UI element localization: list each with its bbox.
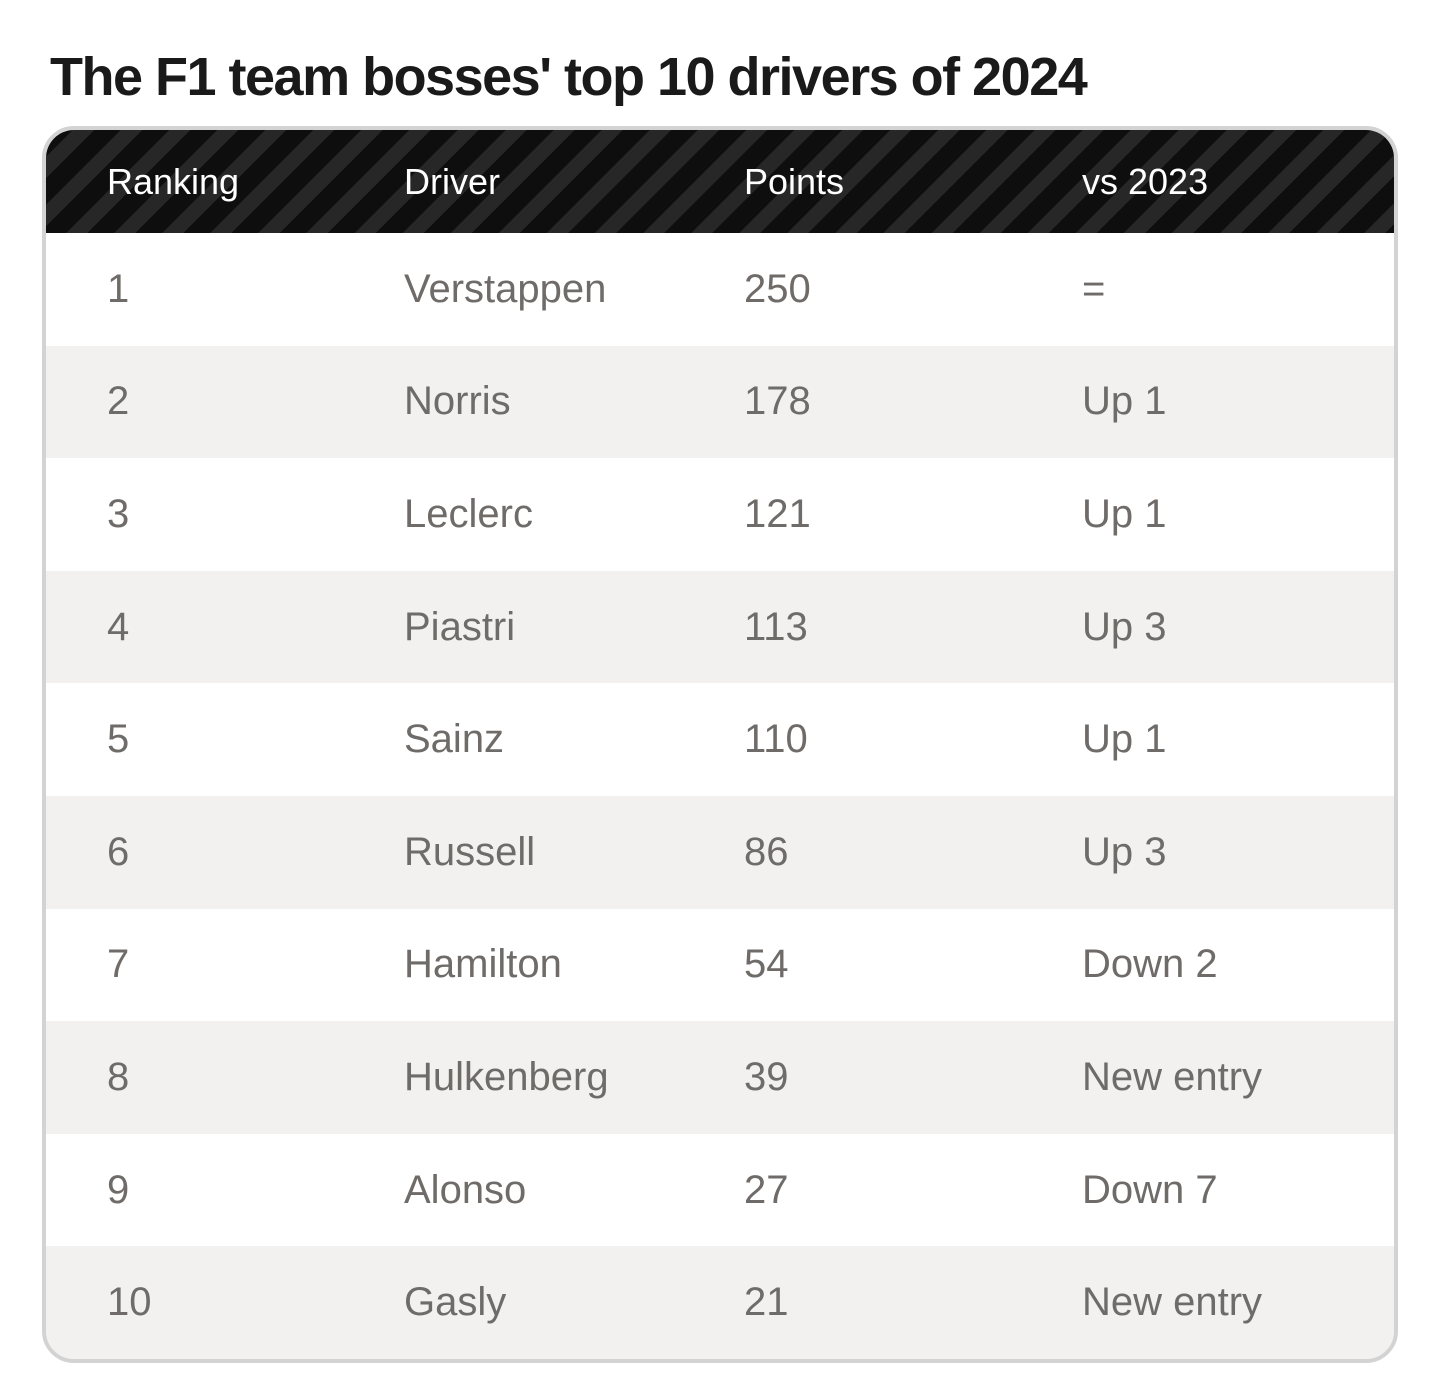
cell-driver: Alonso xyxy=(404,1167,527,1212)
cell-driver: Gasly xyxy=(404,1280,507,1325)
table-row: 4 Piastri 113 Up 3 xyxy=(46,570,1394,684)
table-row: 7 Hamilton 54 Down 2 xyxy=(46,908,1394,1022)
cell-points: 110 xyxy=(744,717,808,762)
cell-vs2023: Down 2 xyxy=(1082,942,1218,987)
cell-ranking: 6 xyxy=(107,829,130,874)
column-header-ranking: Ranking xyxy=(107,160,240,202)
cell-ranking: 1 xyxy=(107,266,130,311)
cell-driver: Sainz xyxy=(404,717,505,762)
table-row: 10 Gasly 21 New entry xyxy=(46,1246,1394,1359)
column-header-driver: Driver xyxy=(404,160,500,202)
cell-vs2023: = xyxy=(1082,266,1106,311)
cell-points: 39 xyxy=(744,1054,789,1099)
cell-driver: Leclerc xyxy=(404,491,533,536)
cell-vs2023: Up 3 xyxy=(1082,604,1167,649)
cell-ranking: 2 xyxy=(107,379,130,424)
column-header-points: Points xyxy=(744,160,845,202)
cell-points: 86 xyxy=(744,829,789,874)
table-row: 8 Hulkenberg 39 New entry xyxy=(46,1021,1394,1134)
table-row: 6 Russell 86 Up 3 xyxy=(46,795,1394,909)
table-header-row: Ranking Driver Points vs 2023 xyxy=(46,130,1394,233)
cell-driver: Russell xyxy=(404,829,536,874)
cell-points: 113 xyxy=(744,604,808,649)
cell-vs2023: Up 1 xyxy=(1082,491,1167,536)
cell-points: 54 xyxy=(744,942,789,987)
cell-vs2023: Up 3 xyxy=(1082,829,1167,874)
cell-ranking: 8 xyxy=(107,1054,130,1099)
cell-points: 27 xyxy=(744,1167,789,1212)
cell-vs2023: New entry xyxy=(1082,1054,1263,1099)
cell-ranking: 4 xyxy=(107,604,130,649)
rankings-table-card: Ranking Driver Points vs 2023 1 Verstapp… xyxy=(42,126,1398,1363)
cell-ranking: 7 xyxy=(107,942,130,987)
cell-ranking: 9 xyxy=(107,1167,130,1212)
table-row: 3 Leclerc 121 Up 1 xyxy=(46,458,1394,571)
cell-points: 178 xyxy=(744,379,811,424)
cell-points: 21 xyxy=(744,1280,789,1325)
cell-vs2023: Down 7 xyxy=(1082,1167,1218,1212)
table-row: 9 Alonso 27 Down 7 xyxy=(46,1133,1394,1247)
table-row: 1 Verstappen 250 = xyxy=(46,233,1394,346)
cell-ranking: 10 xyxy=(107,1280,152,1325)
cell-driver: Hamilton xyxy=(404,942,562,987)
table-row: 2 Norris 178 Up 1 xyxy=(46,345,1394,459)
cell-points: 250 xyxy=(744,266,811,311)
cell-driver: Hulkenberg xyxy=(404,1054,609,1099)
cell-driver: Piastri xyxy=(404,604,516,649)
cell-ranking: 5 xyxy=(107,717,130,762)
cell-vs2023: New entry xyxy=(1082,1280,1263,1325)
table-row: 5 Sainz 110 Up 1 xyxy=(46,683,1394,796)
cell-driver: Verstappen xyxy=(404,266,607,311)
page-title: The F1 team bosses' top 10 drivers of 20… xyxy=(50,47,1088,108)
cell-driver: Norris xyxy=(404,379,511,424)
cell-ranking: 3 xyxy=(107,491,130,536)
cell-points: 121 xyxy=(744,491,811,536)
cell-vs2023: Up 1 xyxy=(1082,717,1167,762)
column-header-vs2023: vs 2023 xyxy=(1082,160,1209,202)
cell-vs2023: Up 1 xyxy=(1082,379,1167,424)
table-body: 1 Verstappen 250 = 2 Norris 178 Up 1 3 L… xyxy=(46,233,1394,1359)
